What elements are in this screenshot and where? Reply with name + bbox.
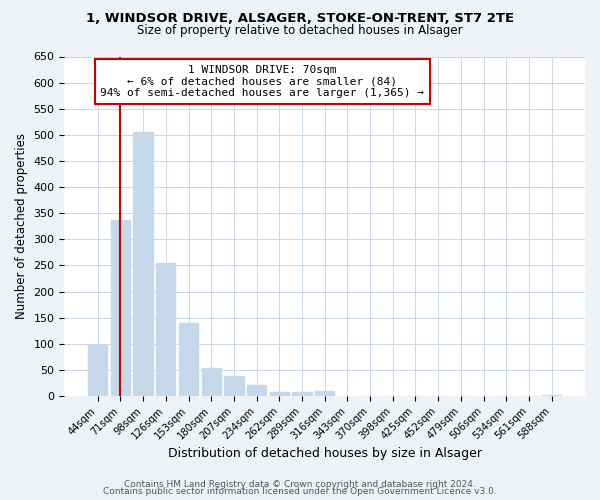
- Bar: [269, 392, 289, 396]
- Text: 1 WINDSOR DRIVE: 70sqm
← 6% of detached houses are smaller (84)
94% of semi-deta: 1 WINDSOR DRIVE: 70sqm ← 6% of detached …: [100, 65, 424, 98]
- Text: Size of property relative to detached houses in Alsager: Size of property relative to detached ho…: [137, 24, 463, 37]
- Bar: [133, 132, 153, 396]
- Bar: [292, 392, 311, 396]
- Bar: [88, 346, 107, 396]
- Bar: [247, 384, 266, 396]
- Bar: [542, 395, 562, 396]
- X-axis label: Distribution of detached houses by size in Alsager: Distribution of detached houses by size …: [168, 447, 482, 460]
- Bar: [315, 391, 334, 396]
- Bar: [156, 263, 175, 396]
- Bar: [224, 376, 244, 396]
- Bar: [202, 368, 221, 396]
- Text: Contains public sector information licensed under the Open Government Licence v3: Contains public sector information licen…: [103, 488, 497, 496]
- Text: Contains HM Land Registry data © Crown copyright and database right 2024.: Contains HM Land Registry data © Crown c…: [124, 480, 476, 489]
- Bar: [179, 323, 198, 396]
- Text: 1, WINDSOR DRIVE, ALSAGER, STOKE-ON-TRENT, ST7 2TE: 1, WINDSOR DRIVE, ALSAGER, STOKE-ON-TREN…: [86, 12, 514, 26]
- Y-axis label: Number of detached properties: Number of detached properties: [15, 134, 28, 320]
- Bar: [111, 220, 130, 396]
